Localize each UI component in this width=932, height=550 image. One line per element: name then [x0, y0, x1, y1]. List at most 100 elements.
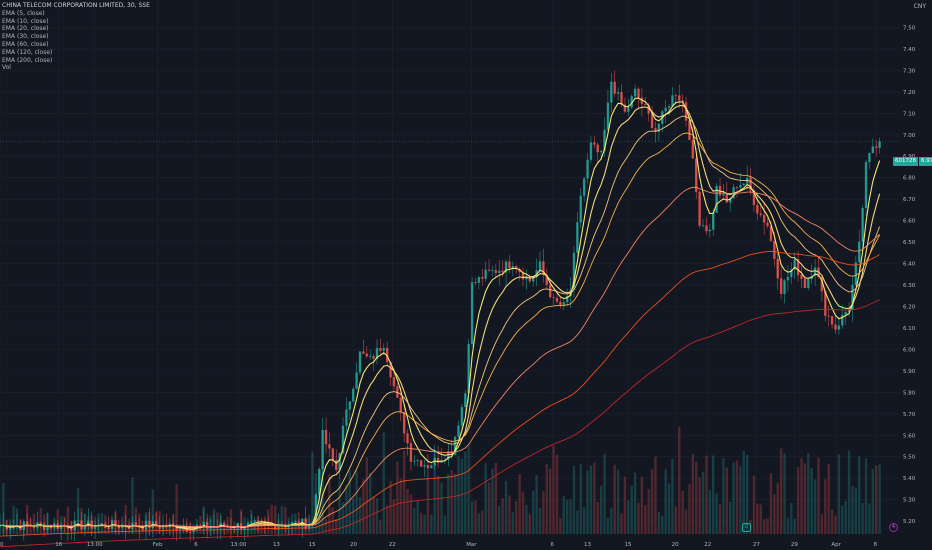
volume-bar — [783, 453, 786, 534]
candle-body — [613, 81, 616, 94]
candle-body — [582, 178, 586, 196]
volume-bar — [464, 451, 467, 534]
volume-bar — [742, 450, 745, 534]
candle-body — [348, 401, 351, 410]
volume-bar — [321, 461, 324, 534]
candle-body — [657, 123, 661, 132]
candle-body — [385, 347, 389, 363]
candle-body — [491, 270, 494, 272]
volume-bar — [406, 489, 409, 534]
volume-bar — [450, 470, 453, 534]
y-tick-label: 7.00 — [903, 133, 916, 139]
legend-ema-5[interactable]: EMA (5, close) — [2, 9, 45, 17]
candle-body — [402, 412, 406, 434]
candle-body — [328, 444, 331, 449]
candle-body — [576, 222, 579, 253]
candle-body — [800, 274, 803, 279]
volume-bar — [769, 473, 773, 534]
volume-bar — [535, 475, 538, 534]
time-axis[interactable]: 10 16 13:00 Feb 6 13:00 13 15 20 22 Mar 6 13 15 20 22 27… — [0, 542, 877, 548]
candle-body — [712, 212, 715, 230]
volume-bar — [515, 501, 518, 534]
candle-body — [416, 460, 419, 462]
x-tick-label: 6 — [550, 542, 554, 548]
volume-bar — [280, 506, 284, 534]
y-tick-label: 6.20 — [903, 304, 916, 310]
price-axis[interactable]: 7.507.407.307.207.107.006.906.806.706.60… — [903, 25, 916, 525]
candle-body — [297, 521, 301, 527]
candle-body — [722, 194, 725, 196]
volume-bar — [375, 498, 379, 534]
candle-body — [708, 229, 711, 232]
volume-bar — [661, 515, 664, 534]
ema-line-200 — [0, 299, 880, 548]
candle-body — [807, 279, 810, 288]
volume-bar — [532, 490, 535, 534]
x-tick-label: 22 — [704, 542, 711, 548]
legend-ema-120[interactable]: EMA (120, close) — [2, 48, 53, 56]
volume-bar — [399, 478, 402, 534]
candle-body — [678, 95, 681, 101]
candle-body — [470, 282, 474, 344]
candle-body — [630, 96, 633, 108]
currency-label[interactable]: CNY — [913, 3, 926, 10]
candle-body — [511, 266, 515, 269]
x-tick-label: 16 — [55, 542, 62, 548]
legend-ema-20[interactable]: EMA (20, close) — [2, 25, 49, 33]
candle-body — [121, 524, 124, 529]
candle-body — [182, 527, 185, 531]
volume-bar — [552, 445, 555, 534]
volume-bar — [260, 525, 263, 534]
candle-body — [314, 494, 318, 523]
volume-bar — [416, 500, 419, 534]
candle-body — [80, 520, 83, 530]
volume-bar — [671, 458, 674, 534]
volume-bar — [549, 468, 552, 534]
dividend-marker-icon[interactable]: D — [742, 523, 751, 532]
candle-body — [633, 88, 637, 97]
candle-body — [70, 528, 73, 531]
candle-body — [637, 88, 640, 98]
x-tick-label: 22 — [389, 542, 396, 548]
legend-ema-60[interactable]: EMA (60, close) — [2, 40, 49, 48]
y-tick-label: 5.80 — [903, 390, 916, 396]
candle-body — [175, 525, 178, 531]
volume-bar — [633, 472, 637, 534]
volume-bar — [491, 468, 494, 534]
candle-body — [205, 522, 209, 529]
legend-ema-10[interactable]: EMA (10, close) — [2, 17, 49, 25]
volume-bar — [324, 519, 328, 534]
candle-body — [725, 194, 728, 203]
candle-body — [253, 520, 256, 522]
candle-body — [698, 191, 701, 226]
volume-bar — [402, 450, 406, 534]
ema-line-60 — [0, 186, 880, 528]
candle-body — [87, 520, 90, 527]
volume-bar — [559, 518, 562, 534]
y-tick-label: 6.00 — [903, 347, 916, 353]
candle-body — [273, 524, 277, 530]
candle-body — [650, 113, 654, 129]
legend-volume[interactable]: Vol — [2, 64, 11, 72]
event-marker-icon[interactable]: 4 — [889, 523, 898, 532]
volume-bar — [175, 484, 178, 534]
legend-ema-30[interactable]: EMA (30, close) — [2, 33, 49, 41]
volume-bar — [813, 479, 817, 534]
candle-body — [365, 353, 368, 357]
candle-body — [620, 92, 623, 105]
x-tick-label: Feb — [153, 542, 163, 548]
volume-bar — [392, 499, 396, 534]
volume-bar — [851, 486, 854, 534]
volume-bar — [525, 504, 528, 534]
volume-bar — [834, 515, 837, 534]
candle-body — [199, 525, 202, 527]
volume-bar — [827, 463, 830, 534]
volume-bar — [273, 505, 277, 534]
chart-title[interactable]: CHINA TELECOM CORPORATION LIMITED, 30, S… — [2, 2, 150, 9]
candle-body — [481, 277, 484, 279]
legend-ema-200[interactable]: EMA (200, close) — [2, 56, 53, 64]
y-tick-label: 6.80 — [903, 176, 916, 182]
volume-bar — [756, 503, 759, 534]
candle-body — [667, 106, 671, 108]
